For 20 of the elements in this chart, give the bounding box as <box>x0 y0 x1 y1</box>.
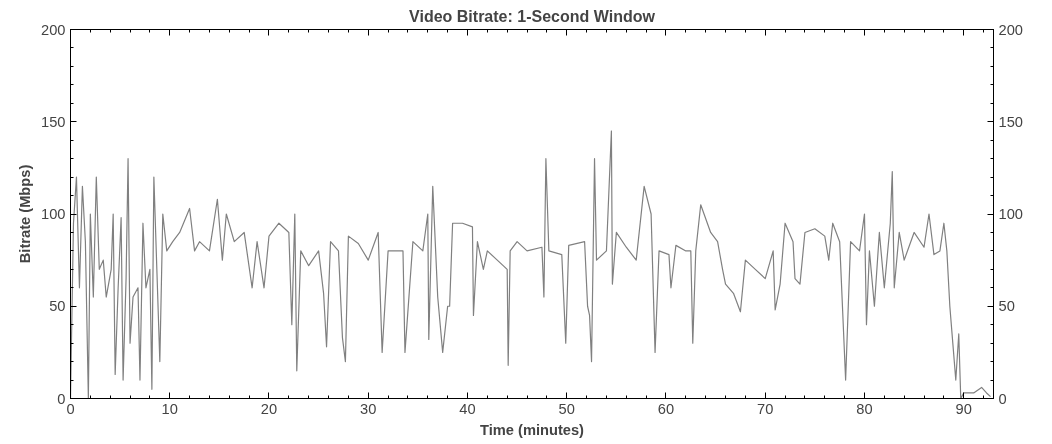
y-tick-label: 200 <box>41 21 66 38</box>
y-axis-title: Bitrate (Mbps) <box>17 164 34 264</box>
x-tick-label: 40 <box>459 400 476 417</box>
x-axis-title: Time (minutes) <box>480 421 585 438</box>
x-tick-label: 90 <box>955 400 972 417</box>
x-tick-label: 20 <box>260 400 278 417</box>
x-tick-label: 70 <box>757 400 774 417</box>
chart-title: Video Bitrate: 1-Second Window <box>409 7 656 25</box>
x-tick-label: 10 <box>161 400 178 417</box>
y2-tick-label: 150 <box>998 113 1023 130</box>
y-tick-label: 50 <box>49 298 66 315</box>
y-tick-label: 150 <box>41 113 66 130</box>
x-tick-label: 50 <box>558 400 575 417</box>
x-tick-label: 60 <box>657 400 675 417</box>
x-tick-label: 80 <box>856 400 873 417</box>
y2-tick-label: 100 <box>998 206 1023 222</box>
y-tick-label: 100 <box>41 206 66 222</box>
y2-tick-label: 200 <box>998 21 1023 38</box>
y2-tick-label: 50 <box>998 298 1015 315</box>
x-tick-label: 30 <box>360 400 377 417</box>
